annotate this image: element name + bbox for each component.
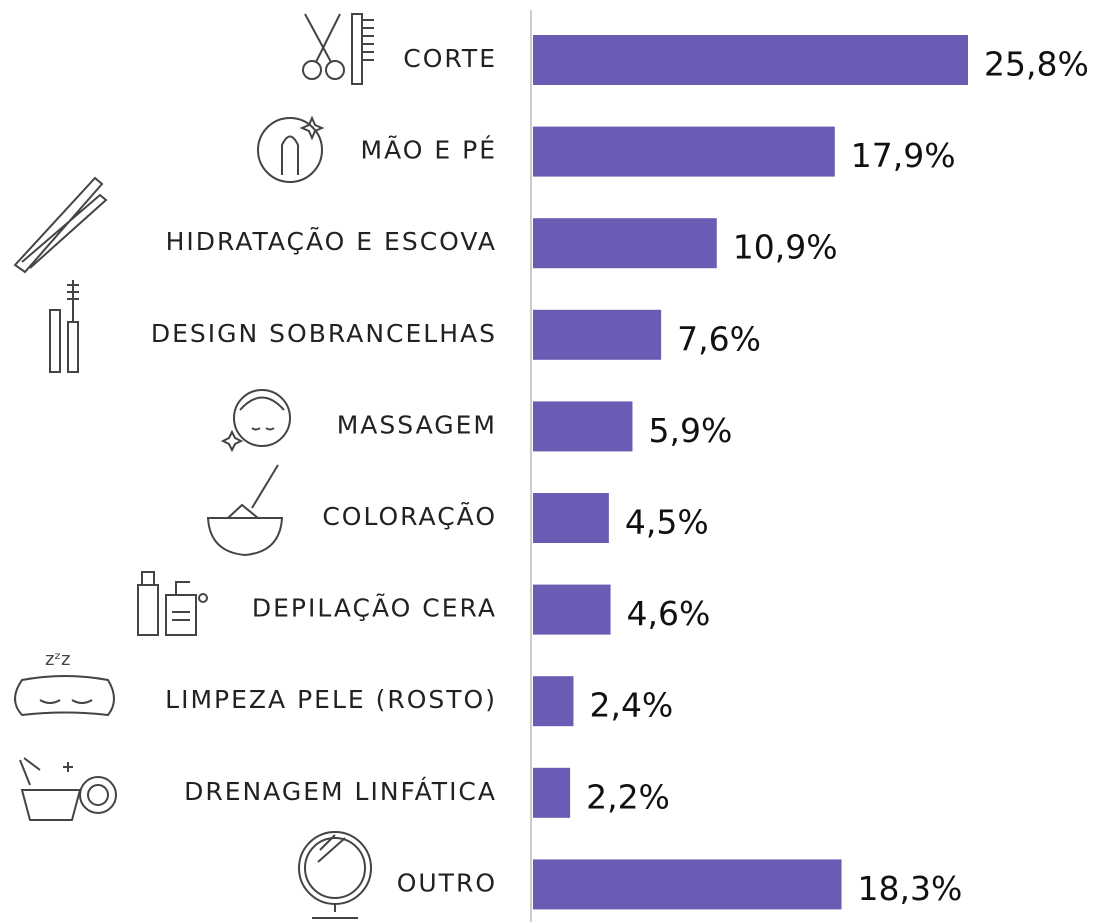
icon-nail — [257, 115, 325, 183]
icon-bottles — [137, 571, 208, 636]
category-label: COLORAÇÃO — [322, 501, 497, 531]
bar — [533, 35, 968, 85]
category-label: DRENAGEM LINFÁTICA — [184, 777, 497, 806]
category-label: OUTRO — [397, 868, 497, 897]
bar — [533, 493, 609, 543]
bar — [533, 218, 717, 269]
category-label: MASSAGEM — [337, 410, 497, 439]
icons: zᶻz — [13, 13, 374, 919]
icon-sleep-mask: zᶻz — [14, 649, 115, 717]
bar — [533, 126, 835, 177]
bar — [533, 309, 662, 360]
value-label: 10,9% — [733, 228, 838, 267]
icon-brow — [49, 280, 79, 373]
category-label: DEPILAÇÃO CERA — [252, 593, 497, 623]
value-label: 4,6% — [627, 594, 711, 633]
bar — [533, 676, 574, 727]
category-label: CORTE — [403, 44, 497, 73]
category-label: LIMPEZA PELE (ROSTO) — [165, 685, 497, 714]
value-label: 18,3% — [858, 869, 963, 908]
bar — [533, 859, 842, 910]
bar — [533, 401, 633, 452]
value-label: 2,4% — [589, 686, 673, 725]
category-label: DESIGN SOBRANCELHAS — [151, 319, 497, 348]
icon-mortar — [19, 757, 117, 821]
value-label: 25,8% — [984, 45, 1089, 84]
category-label: MÃO E PÉ — [361, 135, 497, 165]
svg-text:zᶻz: zᶻz — [45, 649, 71, 670]
icon-mirror — [298, 831, 372, 919]
value-label: 4,5% — [625, 503, 709, 542]
value-label: 17,9% — [851, 136, 956, 175]
value-label: 5,9% — [648, 411, 732, 450]
value-label: 7,6% — [677, 319, 761, 358]
bar — [533, 767, 571, 818]
category-label: HIDRATAÇÃO E ESCOVA — [166, 226, 497, 256]
value-label: 2,2% — [586, 777, 670, 816]
icon-bowl — [206, 464, 284, 557]
bar — [533, 584, 611, 635]
icon-scissors — [302, 13, 374, 85]
icon-massage — [220, 389, 291, 453]
icon-flat-iron — [13, 176, 108, 274]
